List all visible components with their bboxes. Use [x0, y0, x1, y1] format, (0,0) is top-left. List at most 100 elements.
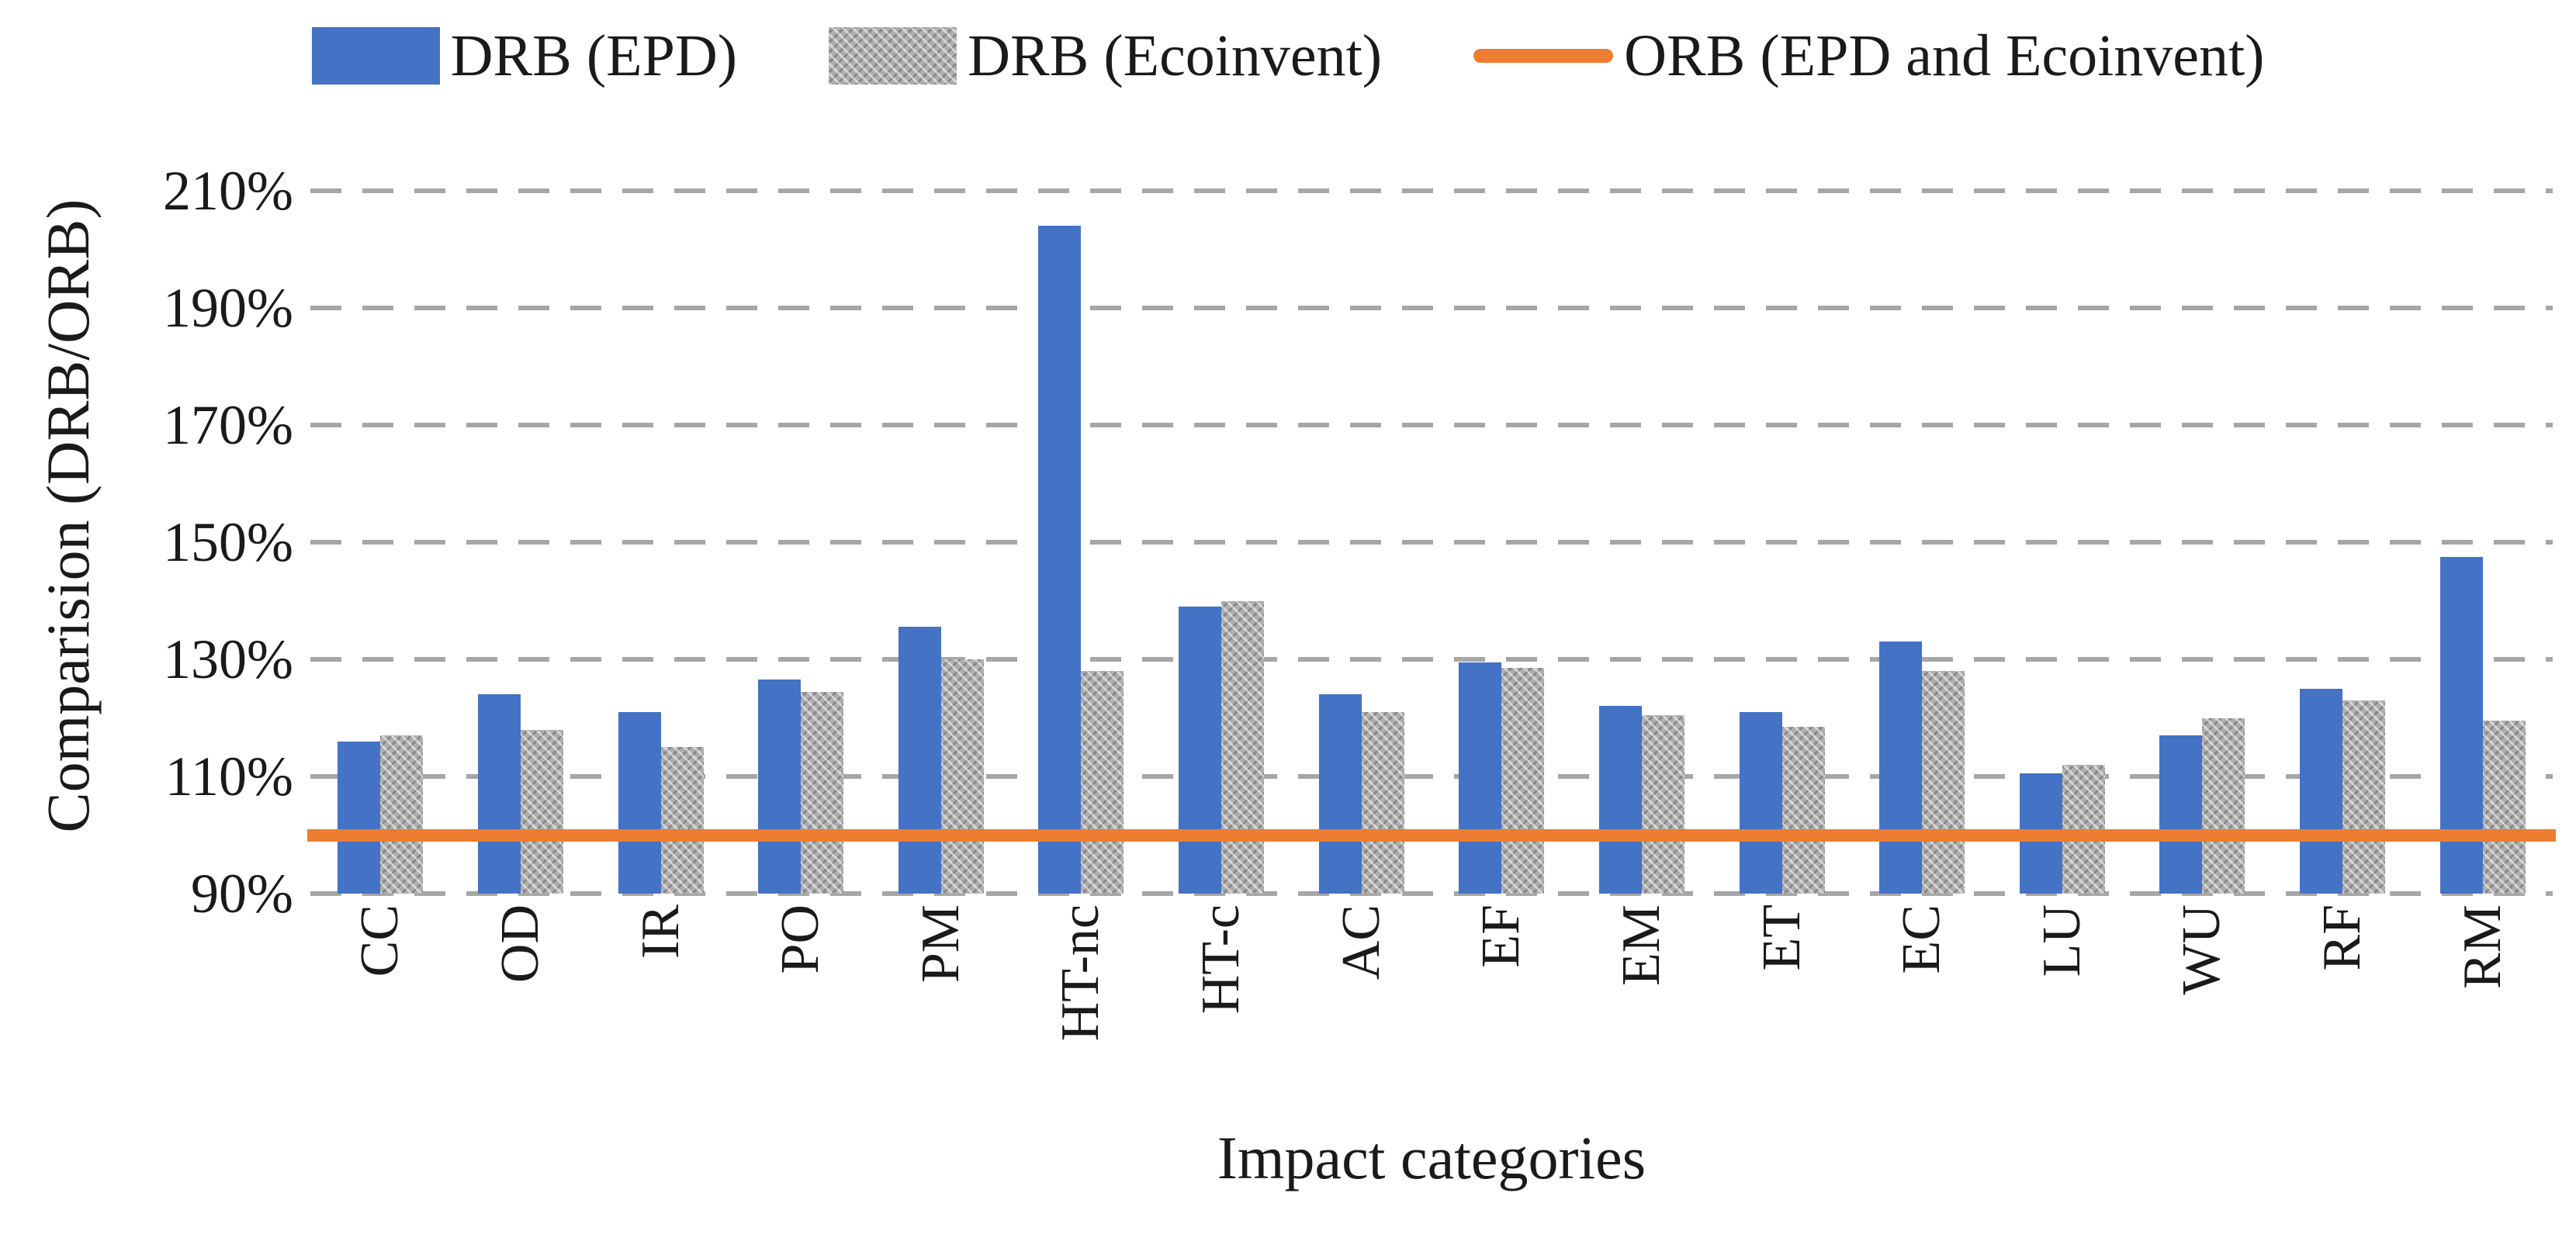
orb-reference-line — [307, 828, 2556, 842]
x-category-label-OD: OD — [490, 904, 550, 984]
x-category-label-WU: WU — [2172, 904, 2232, 995]
bar-drb-ecoinvent-PO — [801, 691, 844, 894]
bar-drb-epd-RF — [2300, 688, 2343, 894]
legend-label: DRB (Ecoinvent) — [968, 23, 1383, 88]
legend-label: DRB (EPD) — [450, 23, 738, 88]
bar-drb-ecoinvent-RM — [2482, 721, 2526, 894]
bar-drb-ecoinvent-EF — [1501, 668, 1545, 894]
x-category-label-PM: PM — [910, 904, 971, 984]
bar-drb-ecoinvent-WU — [2202, 718, 2245, 894]
x-label-cell-HT-nc: HT-nc — [1011, 904, 1151, 1122]
x-category-label-EC: EC — [1892, 904, 1952, 974]
x-axis-category-labels: CC OD IR PO PM HT-nc HT-c AC EF EM ET EC LU WU RF RM — [310, 904, 2553, 1122]
x-label-cell-EM: EM — [1572, 904, 1712, 1122]
bar-group-ET — [1712, 191, 1852, 894]
x-category-label-HT-c: HT-c — [1191, 904, 1252, 1015]
bar-drb-epd-EC — [1879, 641, 1923, 894]
bar-drb-ecoinvent-PM — [940, 659, 984, 894]
y-tick-label-130: 130% — [163, 628, 293, 690]
y-axis-tick-labels: 90% 110% 130% 150% 170% 190% 210% — [0, 163, 293, 922]
x-label-cell-RF: RF — [2273, 904, 2413, 1122]
y-tick-label-150: 150% — [163, 511, 293, 573]
legend-swatch-orb-line — [1473, 49, 1614, 63]
bar-drb-epd-OD — [477, 694, 521, 894]
x-label-cell-AC: AC — [1291, 904, 1432, 1122]
plot-area — [307, 188, 2556, 896]
bar-drb-epd-WU — [2159, 735, 2203, 894]
bar-group-OD — [451, 191, 591, 894]
x-label-cell-HT-c: HT-c — [1151, 904, 1292, 1122]
bar-group-HT-c — [1151, 191, 1292, 894]
x-category-label-PO: PO — [770, 904, 831, 974]
x-axis-title: Impact categories — [1217, 1124, 1646, 1191]
bar-drb-epd-HT-c — [1179, 607, 1222, 894]
x-category-label-HT-nc: HT-nc — [1051, 904, 1111, 1042]
bar-group-EM — [1572, 191, 1712, 894]
x-category-label-LU: LU — [2031, 904, 2092, 977]
x-category-label-ET: ET — [1751, 904, 1812, 971]
gridline-150 — [310, 540, 2553, 545]
bar-drb-epd-IR — [618, 711, 661, 894]
legend-item-orb-line: ORB (EPD and Ecoinvent) — [1473, 26, 2264, 85]
bar-drb-ecoinvent-CC — [380, 735, 424, 894]
y-tick-label-170: 170% — [163, 394, 293, 456]
x-category-label-IR: IR — [630, 904, 691, 959]
bar-drb-ecoinvent-EM — [1641, 714, 1684, 894]
bar-group-EF — [1432, 191, 1572, 894]
x-category-label-RM: RM — [2452, 904, 2512, 989]
gridline-210 — [310, 188, 2553, 193]
bar-group-EC — [1852, 191, 1993, 894]
x-label-cell-LU: LU — [1993, 904, 2133, 1122]
gridline-190 — [310, 306, 2553, 310]
y-tick-label-210: 210% — [163, 160, 293, 222]
bar-drb-ecoinvent-EC — [1922, 671, 1965, 894]
x-label-cell-EF: EF — [1432, 904, 1572, 1122]
bar-drb-epd-EM — [1598, 706, 1642, 894]
bars-layer — [310, 191, 2553, 894]
legend-swatch-drb-epd — [311, 27, 440, 85]
x-label-cell-PO: PO — [731, 904, 871, 1122]
legend-swatch-drb-ecoinvent — [829, 27, 957, 85]
x-category-label-CC: CC — [350, 904, 410, 977]
legend-label: ORB (EPD and Ecoinvent) — [1624, 23, 2265, 88]
gridline-170 — [310, 423, 2553, 427]
bar-drb-ecoinvent-ET — [1781, 726, 1825, 894]
bar-drb-ecoinvent-IR — [660, 747, 704, 894]
x-category-label-RF: RF — [2312, 904, 2373, 971]
legend-item-drb-ecoinvent: DRB (Ecoinvent) — [829, 26, 1382, 85]
bar-drb-epd-CC — [338, 741, 381, 894]
x-label-cell-ET: ET — [1712, 904, 1852, 1122]
x-label-cell-EC: EC — [1852, 904, 1993, 1122]
gridline-110 — [310, 774, 2553, 779]
bar-drb-epd-PM — [898, 627, 941, 894]
bar-group-AC — [1291, 191, 1432, 894]
bar-drb-ecoinvent-OD — [520, 729, 563, 894]
y-tick-label-90: 90% — [191, 863, 293, 925]
x-label-cell-WU: WU — [2132, 904, 2273, 1122]
bar-group-PM — [871, 191, 1012, 894]
x-category-label-EM: EM — [1611, 904, 1671, 986]
x-category-label-AC: AC — [1331, 904, 1391, 980]
bar-drb-ecoinvent-RF — [2342, 700, 2386, 894]
x-label-cell-PM: PM — [871, 904, 1012, 1122]
bar-drb-epd-EF — [1459, 662, 1502, 894]
gridline-90 — [310, 891, 2553, 896]
gridline-130 — [310, 657, 2553, 662]
bar-drb-epd-AC — [1318, 694, 1362, 894]
x-category-label-EF: EF — [1471, 904, 1532, 968]
y-tick-label-110: 110% — [164, 745, 293, 807]
x-label-cell-CC: CC — [310, 904, 451, 1122]
x-label-cell-OD: OD — [451, 904, 591, 1122]
bar-drb-ecoinvent-AC — [1361, 711, 1404, 894]
bar-group-RF — [2273, 191, 2413, 894]
bar-group-IR — [590, 191, 731, 894]
bar-drb-epd-ET — [1739, 711, 1782, 894]
y-tick-label-190: 190% — [163, 277, 293, 339]
bar-group-CC — [310, 191, 451, 894]
x-label-cell-IR: IR — [590, 904, 731, 1122]
bar-drb-epd-PO — [758, 680, 802, 894]
bar-group-PO — [731, 191, 871, 894]
bar-group-RM — [2412, 191, 2553, 894]
bar-drb-epd-RM — [2439, 556, 2483, 894]
